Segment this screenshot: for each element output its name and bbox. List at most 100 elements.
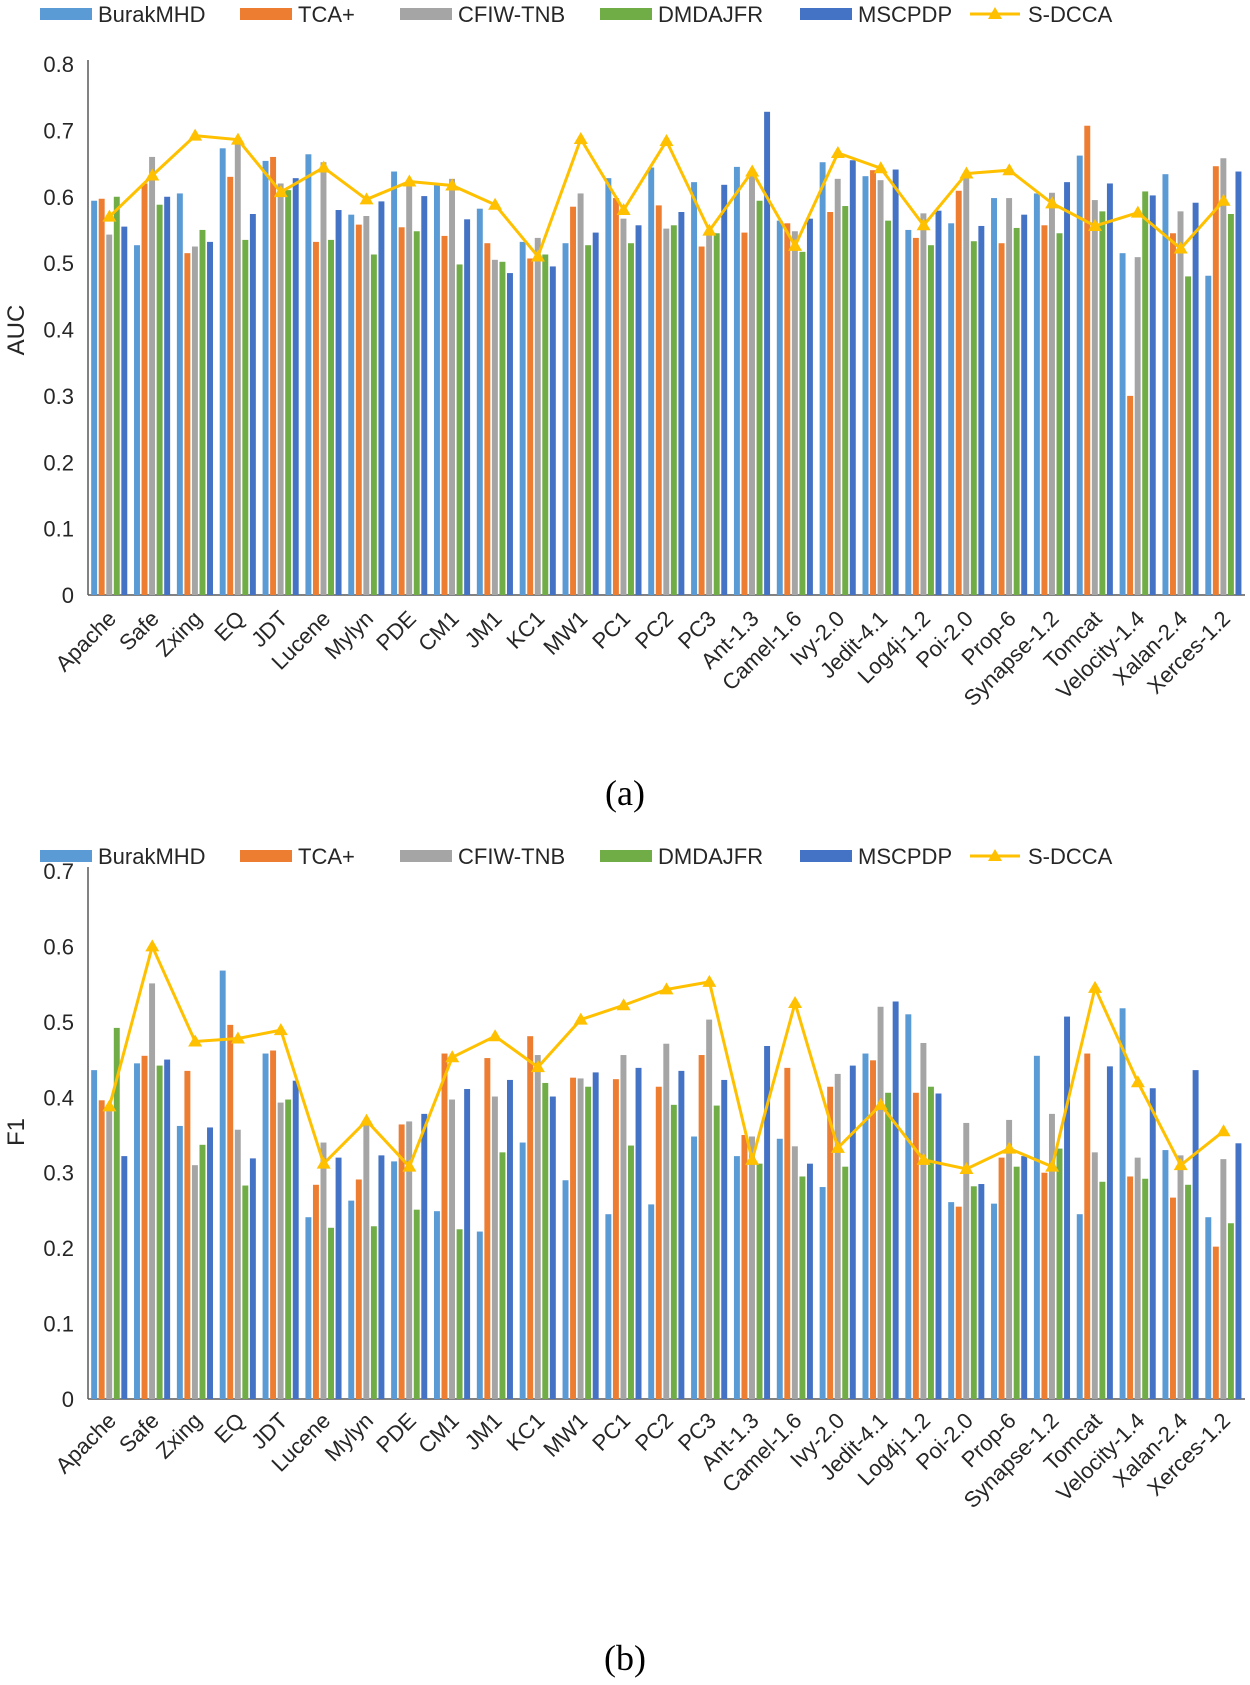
bar-cfiw-tnb-xalan-2-4 — [1177, 1155, 1184, 1399]
bar-cfiw-tnb-apache — [106, 234, 113, 596]
bar-tca-jdt — [270, 156, 277, 596]
legend-swatch-dmdajfr — [600, 850, 652, 862]
bar-dmdajfr-pc3 — [713, 1105, 720, 1399]
chart-a-container: 0 0.1 0.2 0.3 0.4 0.5 0.6 0.7 0.8 AUC Apache Safe Zx… — [0, 0, 1250, 842]
point-s-dcca-apache — [102, 209, 117, 222]
bar-dmdajfr-jdt — [285, 190, 292, 596]
bar-dmdajfr-jm1 — [499, 1152, 506, 1399]
bar-mscpdp-jdt — [292, 1080, 299, 1399]
bar-tca-kc1 — [527, 258, 534, 595]
bar-mscpdp-ivy-2-0 — [849, 160, 856, 595]
bar-cfiw-tnb-zxing — [191, 1165, 198, 1399]
bar-burakmhd-eq — [219, 148, 226, 595]
bar-mscpdp-kc1 — [549, 1096, 556, 1399]
bar-burakmhd-cm1 — [433, 183, 440, 595]
bar-tca-poi-2-0 — [955, 190, 962, 595]
bar-dmdajfr-safe — [156, 1065, 163, 1399]
y-tick-label: 0 — [62, 583, 74, 608]
bar-dmdajfr-ivy-2-0 — [842, 206, 849, 596]
bar-mscpdp-synapse-1-2 — [1064, 1016, 1071, 1399]
y-axis: 0 0.1 0.2 0.3 0.4 0.5 0.6 0.7 0.8 — [43, 52, 74, 608]
bar-tca-tomcat — [1084, 1053, 1091, 1399]
y-tick-label: 0 — [62, 1387, 74, 1412]
bar-cfiw-tnb-eq — [234, 140, 241, 596]
bar-mscpdp-kc1 — [549, 266, 556, 595]
point-s-dcca-pc3 — [702, 974, 717, 987]
bar-burakmhd-pde — [391, 171, 398, 595]
legend-label-burakmhd: BurakMHD — [98, 844, 206, 869]
bar-burakmhd-eq — [219, 970, 226, 1399]
bar-cfiw-tnb-prop-6 — [1006, 198, 1013, 595]
bar-cfiw-tnb-cm1 — [449, 1099, 456, 1399]
bar-dmdajfr-ivy-2-0 — [842, 1166, 849, 1399]
bar-burakmhd-pc2 — [648, 1204, 655, 1399]
chart-a-caption: (a) — [605, 773, 645, 813]
legend-swatch-mscpdp — [800, 850, 852, 862]
x-tick-label-mw1: MW1 — [538, 1408, 592, 1462]
bar-tca-poi-2-0 — [955, 1206, 962, 1399]
bar-mscpdp-lucene — [335, 1157, 342, 1399]
bar-tca-pde — [398, 1124, 405, 1399]
legend-item-mscpdp: MSCPDP — [800, 2, 952, 27]
bar-tca-xalan-2-4 — [1170, 233, 1176, 595]
bar-tca-pde — [398, 227, 405, 595]
bar-burakmhd-zxing — [176, 193, 183, 595]
bar-dmdajfr-pde — [413, 1209, 420, 1399]
bar-mscpdp-pc1 — [635, 225, 642, 595]
bar-dmdajfr-xalan-2-4 — [1185, 1184, 1192, 1399]
chart-b-caption: (b) — [604, 1638, 646, 1678]
bar-mscpdp-tomcat — [1106, 183, 1113, 595]
bar-burakmhd-ivy-2-0 — [819, 1187, 826, 1399]
bar-mscpdp-mylyn — [378, 1155, 385, 1399]
bar-burakmhd-jdt — [262, 160, 269, 595]
x-tick-label-eq: EQ — [209, 606, 249, 646]
bar-burakmhd-lucene — [305, 154, 312, 595]
point-s-dcca-prop-6 — [1002, 163, 1017, 176]
bar-burakmhd-xerces-1-2 — [1205, 275, 1212, 595]
bar-dmdajfr-pc1 — [628, 243, 634, 595]
legend-marker-s-dcca — [988, 849, 1002, 861]
bar-tca-safe — [141, 1055, 148, 1399]
bar-dmdajfr-camel-1-6 — [799, 1176, 806, 1399]
bar-tca-mw1 — [570, 1077, 577, 1399]
bar-burakmhd-pc2 — [648, 167, 655, 596]
bar-dmdajfr-pc2 — [670, 225, 677, 595]
bar-tca-apache — [98, 1100, 105, 1399]
bar-mscpdp-camel-1-6 — [806, 1163, 813, 1399]
legend: BurakMHD TCA+ CFIW-TNB DMDAJFR MSCPDP S-DCCA — [40, 844, 1113, 869]
bar-dmdajfr-pde — [413, 231, 420, 595]
bar-tca-pc3 — [698, 246, 705, 595]
bar-burakmhd-safe — [134, 1063, 140, 1399]
bar-cfiw-tnb-lucene — [320, 1142, 327, 1399]
bar-mscpdp-ant-1-3 — [764, 111, 771, 595]
x-tick-label-mylyn: Mylyn — [320, 1408, 378, 1466]
bar-mscpdp-apache — [121, 1156, 128, 1399]
point-s-dcca-synapse-1-2 — [1045, 196, 1060, 209]
point-s-dcca-cm1 — [445, 1050, 460, 1063]
bar-dmdajfr-log4j-1-2 — [927, 245, 934, 596]
bar-burakmhd-ant-1-3 — [733, 1156, 740, 1399]
bar-mscpdp-safe — [164, 1059, 171, 1399]
bar-cfiw-tnb-xalan-2-4 — [1177, 211, 1184, 596]
point-s-dcca-xalan-2-4 — [1173, 1158, 1188, 1171]
bar-cfiw-tnb-pc3 — [706, 229, 713, 595]
bar-dmdajfr-pc2 — [670, 1104, 677, 1399]
bar-dmdajfr-cm1 — [456, 264, 463, 595]
bar-cfiw-tnb-jm1 — [491, 1096, 498, 1399]
legend-label-dmdajfr: DMDAJFR — [658, 844, 763, 869]
bar-dmdajfr-apache — [113, 1027, 120, 1399]
bar-dmdajfr-xerces-1-2 — [1227, 1223, 1234, 1399]
bar-dmdajfr-poi-2-0 — [970, 1186, 977, 1399]
bar-mscpdp-ant-1-3 — [764, 1045, 771, 1399]
bar-burakmhd-camel-1-6 — [776, 1138, 783, 1399]
bar-burakmhd-velocity-1-4 — [1119, 253, 1126, 595]
x-tick-label-pc2: PC2 — [630, 606, 678, 654]
point-s-dcca-log4j-1-2 — [916, 1152, 931, 1165]
point-s-dcca-cm1 — [445, 178, 460, 191]
bar-tca-jm1 — [484, 1058, 491, 1399]
bar-mscpdp-pc1 — [635, 1067, 642, 1399]
point-s-dcca-poi-2-0 — [959, 166, 974, 179]
bars — [91, 111, 1242, 596]
point-s-dcca-mw1 — [573, 132, 588, 145]
